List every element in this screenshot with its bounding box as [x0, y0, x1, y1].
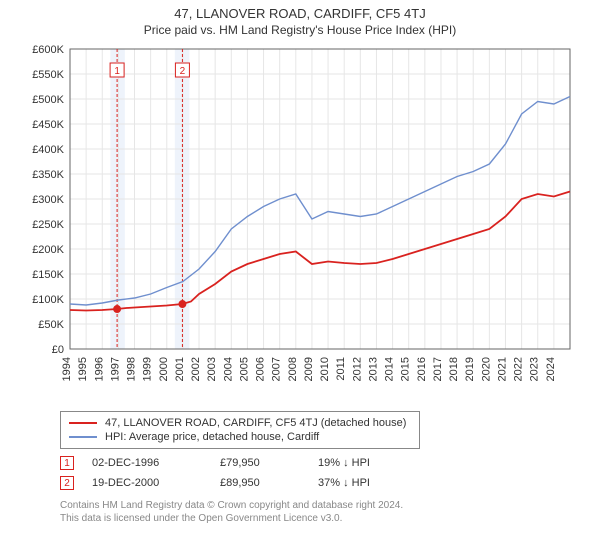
transaction-row: 1 02-DEC-1996 £79,950 19% ↓ HPI	[60, 453, 580, 473]
svg-text:£0: £0	[52, 344, 64, 356]
transaction-marker: 1	[60, 456, 74, 470]
svg-text:2011: 2011	[335, 357, 347, 381]
transaction-diff: 19% ↓ HPI	[318, 457, 398, 469]
svg-text:1: 1	[114, 66, 120, 77]
svg-text:£400K: £400K	[32, 144, 64, 156]
svg-text:£600K: £600K	[32, 44, 64, 56]
footer-attribution: Contains HM Land Registry data © Crown c…	[60, 499, 580, 525]
svg-text:£100K: £100K	[32, 294, 64, 306]
svg-text:£200K: £200K	[32, 244, 64, 256]
chart-container: 47, LLANOVER ROAD, CARDIFF, CF5 4TJ Pric…	[0, 0, 600, 560]
svg-text:£300K: £300K	[32, 194, 64, 206]
svg-text:1994: 1994	[61, 357, 73, 381]
legend-label: HPI: Average price, detached house, Card…	[105, 431, 319, 443]
svg-text:2006: 2006	[255, 357, 267, 381]
svg-text:2014: 2014	[384, 357, 396, 381]
legend-swatch	[69, 436, 97, 438]
svg-text:£150K: £150K	[32, 269, 64, 281]
svg-text:2020: 2020	[480, 357, 492, 381]
chart-title: 47, LLANOVER ROAD, CARDIFF, CF5 4TJ	[0, 0, 600, 21]
legend: 47, LLANOVER ROAD, CARDIFF, CF5 4TJ (det…	[60, 411, 420, 449]
svg-text:2010: 2010	[319, 357, 331, 381]
svg-text:2005: 2005	[238, 357, 250, 381]
svg-text:1995: 1995	[77, 357, 89, 381]
svg-text:£250K: £250K	[32, 219, 64, 231]
svg-text:2013: 2013	[367, 357, 379, 381]
svg-text:£550K: £550K	[32, 69, 64, 81]
svg-text:£50K: £50K	[38, 319, 64, 331]
svg-text:£500K: £500K	[32, 94, 64, 106]
footer-line-1: Contains HM Land Registry data © Crown c…	[60, 499, 580, 512]
svg-text:2023: 2023	[529, 357, 541, 381]
chart-subtitle: Price paid vs. HM Land Registry's House …	[0, 21, 600, 43]
svg-text:2017: 2017	[432, 357, 444, 381]
svg-text:1998: 1998	[126, 357, 138, 381]
svg-text:2002: 2002	[190, 357, 202, 381]
svg-text:2012: 2012	[351, 357, 363, 381]
svg-text:£350K: £350K	[32, 169, 64, 181]
svg-text:2021: 2021	[496, 357, 508, 381]
svg-text:2019: 2019	[464, 357, 476, 381]
svg-text:2007: 2007	[271, 357, 283, 381]
svg-text:2000: 2000	[158, 357, 170, 381]
svg-text:2003: 2003	[206, 357, 218, 381]
chart-area: £0 £50K £100K £150K £200K £250K £300K £350K £400…	[20, 43, 580, 403]
legend-item: 47, LLANOVER ROAD, CARDIFF, CF5 4TJ (det…	[69, 416, 411, 430]
transaction-price: £89,950	[220, 477, 300, 489]
transaction-price: £79,950	[220, 457, 300, 469]
footer-line-2: This data is licensed under the Open Gov…	[60, 512, 580, 525]
svg-text:1997: 1997	[109, 357, 121, 381]
svg-text:2016: 2016	[416, 357, 428, 381]
legend-swatch	[69, 422, 97, 424]
transactions-table: 1 02-DEC-1996 £79,950 19% ↓ HPI 2 19-DEC-2000…	[60, 453, 580, 493]
transaction-row: 2 19-DEC-2000 £89,950 37% ↓ HPI	[60, 473, 580, 493]
legend-item: HPI: Average price, detached house, Card…	[69, 430, 411, 444]
svg-text:2: 2	[180, 66, 186, 77]
svg-text:2004: 2004	[222, 357, 234, 381]
svg-text:2024: 2024	[545, 357, 557, 381]
transaction-marker: 2	[60, 476, 74, 490]
svg-text:2015: 2015	[400, 357, 412, 381]
legend-label: 47, LLANOVER ROAD, CARDIFF, CF5 4TJ (det…	[105, 417, 406, 429]
transaction-diff: 37% ↓ HPI	[318, 477, 398, 489]
svg-text:£450K: £450K	[32, 119, 64, 131]
svg-text:1999: 1999	[142, 357, 154, 381]
transaction-date: 19-DEC-2000	[92, 477, 202, 489]
svg-text:2018: 2018	[448, 357, 460, 381]
line-chart: £0 £50K £100K £150K £200K £250K £300K £350K £400…	[20, 43, 580, 403]
svg-text:2009: 2009	[303, 357, 315, 381]
transaction-date: 02-DEC-1996	[92, 457, 202, 469]
svg-text:2008: 2008	[287, 357, 299, 381]
svg-text:2022: 2022	[513, 357, 525, 381]
svg-text:2001: 2001	[174, 357, 186, 381]
svg-text:1996: 1996	[93, 357, 105, 381]
